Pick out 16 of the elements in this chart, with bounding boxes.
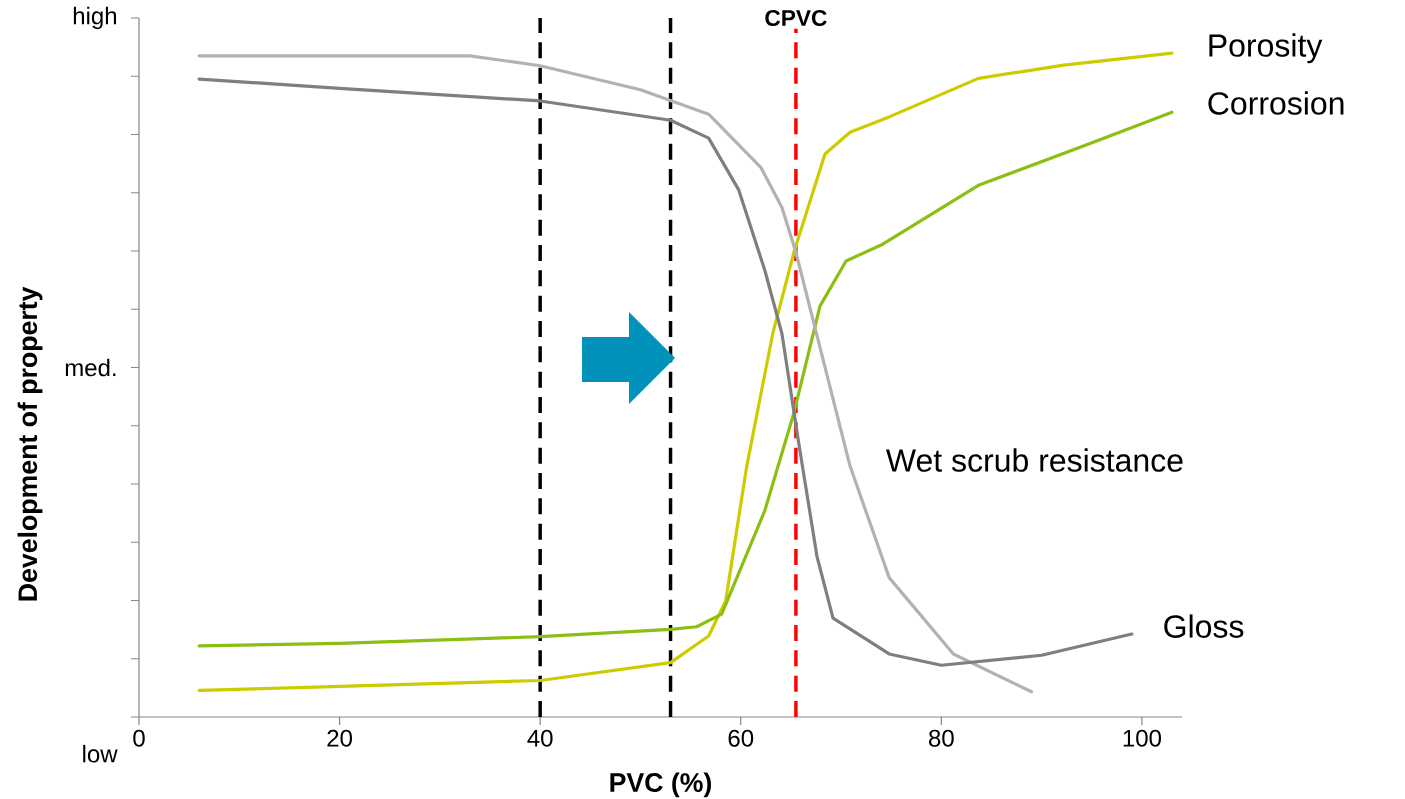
series-label: Gloss: [1164, 614, 1244, 638]
x-tick-label: 20: [327, 729, 352, 747]
series-label: Porosity: [1209, 33, 1323, 64]
text: high: [73, 6, 117, 30]
x-tick-label: 40: [527, 729, 553, 747]
x-tick-label: 80: [929, 729, 954, 747]
series-label: Wet scrub resistance: [886, 448, 1183, 472]
text: med.: [65, 358, 116, 377]
x-tick-label: 60: [728, 729, 754, 747]
x-tick-label: 0: [133, 729, 145, 747]
x-axis-title: PVC (%): [610, 772, 711, 798]
y-axis-title: Development of property: [17, 286, 43, 601]
text: low: [83, 744, 118, 763]
ref-line-label: CPVC: [765, 9, 827, 27]
series-label: Corrosion: [1208, 91, 1344, 115]
x-tick-label: 100: [1123, 729, 1161, 747]
